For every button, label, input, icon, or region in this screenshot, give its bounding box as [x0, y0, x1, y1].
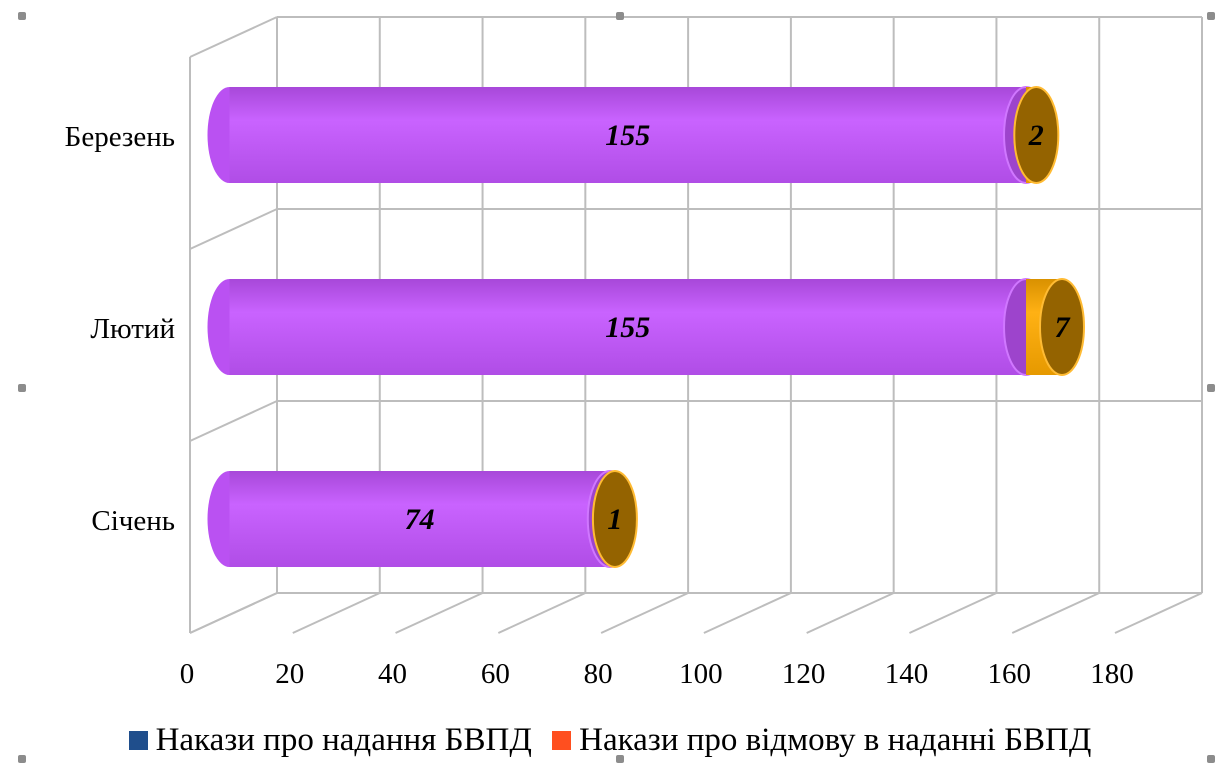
gridline-side-2: [189, 400, 278, 442]
x-tick-label-5: 100: [679, 658, 723, 690]
gridline-side-0: [189, 16, 278, 58]
data-label-0-2: 74: [405, 503, 435, 536]
data-label-0-0: 155: [605, 119, 650, 152]
legend-swatch-2: [552, 731, 572, 750]
gridline-side-1: [189, 208, 278, 250]
data-label-1-2: 1: [607, 503, 622, 536]
gridline-floor-4: [600, 592, 689, 634]
bar-end-cap-1-0: [1013, 86, 1060, 184]
x-tick-label-6: 120: [782, 658, 826, 690]
resize-handle-top-center[interactable]: [616, 12, 624, 20]
gridline-floor-5: [703, 592, 792, 634]
data-label-1-1: 7: [1055, 311, 1071, 344]
x-tick-label-9: 180: [1090, 658, 1134, 690]
data-label-0-1: 155: [605, 311, 650, 344]
legend-item-2: Накази про відмову в наданні БВПД: [552, 722, 1091, 759]
x-tick-label-8: 160: [987, 658, 1031, 690]
x-tick-label-4: 80: [584, 658, 613, 690]
gridline-floor-1: [292, 592, 381, 634]
bar-0-0: [229, 87, 1027, 183]
resize-handle-middle-right[interactable]: [1207, 384, 1215, 392]
legend-item-1: Накази про надання БВПД: [128, 722, 532, 759]
resize-handle-top-left[interactable]: [18, 12, 26, 20]
bar-end-cap-1-1: [1039, 278, 1085, 376]
x-tick-label-0: 0: [180, 658, 195, 690]
resize-handle-bottom-right[interactable]: [1207, 755, 1215, 763]
x-tick-label-2: 40: [378, 658, 407, 690]
x-tick-label-3: 60: [481, 658, 510, 690]
x-tick-label-1: 20: [275, 658, 304, 690]
category-label-0: Березень: [65, 121, 175, 153]
gridline-floor-6: [806, 592, 895, 634]
gridline-floor-8: [1011, 592, 1100, 634]
category-label-1: Лютий: [90, 313, 175, 345]
legend-label-2: Накази про відмову в наданні БВПД: [579, 722, 1092, 758]
bar-end-cap-1-2: [591, 470, 638, 568]
gridline-side-3: [189, 592, 278, 634]
resize-handle-top-right[interactable]: [1207, 12, 1215, 20]
resize-handle-bottom-left[interactable]: [18, 755, 26, 763]
legend: Накази про надання БВПД Накази про відмо…: [0, 722, 1220, 759]
data-label-1-0: 2: [1028, 119, 1044, 152]
category-label-2: Січень: [91, 505, 175, 537]
resize-handle-middle-left[interactable]: [18, 384, 26, 392]
bar-0-2: [229, 471, 610, 567]
bar-0-1: [229, 279, 1027, 375]
x-tick-label-7: 140: [885, 658, 929, 690]
legend-label-1: Накази про надання БВПД: [155, 722, 532, 758]
gridline-floor-3: [497, 592, 586, 634]
gridline-floor-7: [909, 592, 997, 634]
legend-swatch-1: [128, 731, 148, 750]
gridline-floor-2: [395, 592, 483, 634]
resize-handle-bottom-center[interactable]: [616, 755, 624, 763]
gridline-floor-9: [1114, 592, 1203, 634]
